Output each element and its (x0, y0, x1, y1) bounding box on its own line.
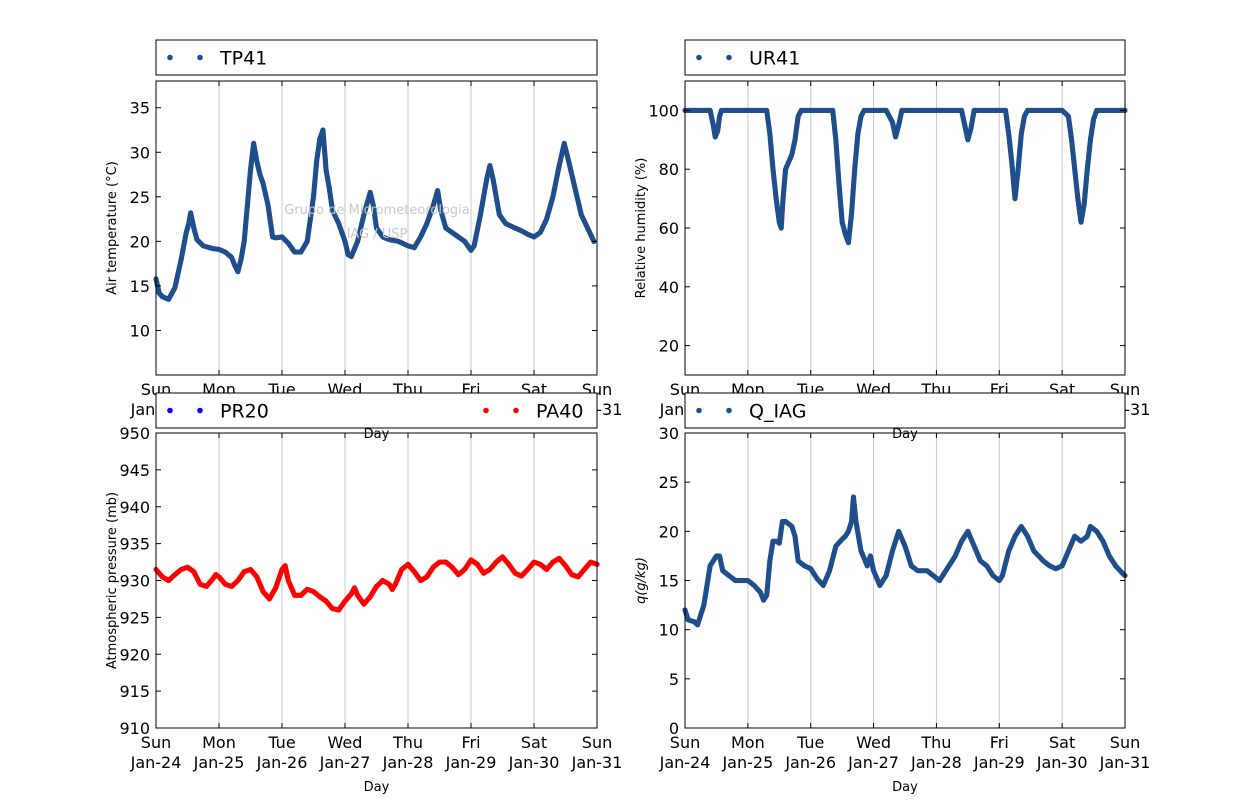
x-tick-label-date: Jan-27 (319, 753, 371, 772)
x-tick-label-day: Sun (1110, 733, 1140, 752)
y-tick-label: 60 (659, 219, 679, 238)
y-tick-label: 25 (659, 473, 679, 492)
x-tick-label-date: Jan-25 (721, 753, 773, 772)
x-tick-label-day: Tue (796, 733, 824, 752)
y-tick-label: 30 (130, 143, 150, 162)
x-tick-label-date: Jan-29 (445, 753, 497, 772)
y-tick-label: 10 (130, 321, 150, 340)
legend-marker (696, 407, 702, 414)
x-tick-label-day: Sun (141, 733, 171, 752)
x-tick-label-day: Sun (582, 733, 612, 752)
panel-specific-humidity: 051015202530SunJan-24MonJan-25TueJan-26W… (634, 392, 1151, 795)
legend-marker (483, 407, 489, 414)
x-tick-label-date: Jan-31 (571, 753, 623, 772)
y-tick-label: 30 (659, 424, 679, 443)
x-tick-label-day: Thu (392, 733, 423, 752)
legend-marker (197, 407, 203, 414)
legend-marker (726, 54, 732, 61)
legend-box (684, 392, 1126, 429)
legend-label: PA40 (536, 401, 583, 423)
x-tick-label-day: Wed (328, 733, 363, 752)
legend-marker (167, 54, 173, 61)
y-tick-label: 40 (659, 278, 679, 297)
panel-atmospheric-pressure: 910915920925930935940945950SunJan-24MonJ… (105, 392, 623, 795)
x-tick-label-date: Jan-27 (847, 753, 899, 772)
y-tick-label: 950 (119, 424, 150, 443)
x-tick-label-date: Jan-28 (910, 753, 962, 772)
legend-label: TP41 (219, 48, 267, 70)
legend-marker (726, 407, 732, 414)
x-tick-label-date: Jan-26 (256, 753, 308, 772)
legend-marker (197, 54, 203, 61)
y-tick-label: 910 (119, 719, 150, 738)
y-tick-label: 930 (119, 572, 150, 591)
legend-label: PR20 (220, 401, 269, 423)
legend-box (155, 39, 598, 76)
x-tick-label-date: Jan-28 (382, 753, 434, 772)
x-axis-label: Day (892, 780, 918, 795)
x-axis-label: Day (892, 427, 918, 442)
x-tick-label-date: Jan-30 (508, 753, 560, 772)
y-tick-label: 20 (130, 232, 150, 251)
axes-frame (684, 80, 1126, 376)
x-tick-label-date: Jan-29 (973, 753, 1025, 772)
y-tick-label: 20 (659, 337, 679, 356)
y-axis-label: Air temperature (°C) (105, 161, 120, 295)
y-axis-label: q(g/kg) (634, 557, 649, 604)
x-tick-label-date: Jan-30 (1036, 753, 1088, 772)
legend-marker (167, 407, 173, 414)
x-tick-label-day: Mon (731, 733, 765, 752)
axes-frame (155, 80, 598, 376)
x-axis-label: Day (364, 780, 390, 795)
y-tick-label: 100 (648, 101, 679, 120)
y-tick-label: 945 (119, 461, 150, 480)
watermark-line1: Grupo de Micrometeorologia (284, 203, 470, 218)
x-tick-label-date: Jan-26 (784, 753, 836, 772)
y-axis-label: Relative humidity (%) (634, 158, 649, 299)
x-tick-label-date: Jan-24 (659, 753, 711, 772)
x-tick-label-date: Jan-24 (130, 753, 182, 772)
y-tick-label: 20 (659, 522, 679, 541)
y-tick-label: 10 (659, 621, 679, 640)
y-tick-label: 940 (119, 498, 150, 517)
y-tick-label: 15 (130, 277, 150, 296)
x-tick-label-day: Sat (1049, 733, 1075, 752)
x-tick-label-day: Fri (461, 733, 480, 752)
legend-marker (696, 54, 702, 61)
watermark-line2: IAG / USP (347, 227, 408, 242)
y-tick-label: 80 (659, 160, 679, 179)
x-tick-label-day: Fri (990, 733, 1009, 752)
y-tick-label: 5 (669, 670, 679, 689)
legend-marker (513, 407, 519, 414)
y-tick-label: 935 (119, 535, 150, 554)
y-tick-label: 25 (130, 188, 150, 207)
x-tick-label-day: Sat (521, 733, 547, 752)
legend-box (684, 39, 1126, 76)
y-tick-label: 35 (130, 99, 150, 118)
legend-label: UR41 (749, 48, 800, 70)
panel-relative-humidity: 20406080100SunJan-24MonJan-25TueJan-26We… (634, 39, 1150, 442)
x-tick-label-day: Sun (670, 733, 700, 752)
x-tick-label-date: Jan-31 (1099, 753, 1151, 772)
x-tick-label-day: Mon (202, 733, 236, 752)
legend-label: Q_IAG (749, 401, 806, 423)
x-tick-label-day: Thu (920, 733, 951, 752)
x-tick-label-day: Wed (856, 733, 891, 752)
y-tick-label: 15 (659, 572, 679, 591)
legend-box (155, 392, 598, 429)
y-tick-label: 925 (119, 608, 150, 627)
x-tick-label-day: Tue (267, 733, 295, 752)
y-tick-label: 0 (669, 719, 679, 738)
x-axis-label: Day (364, 427, 390, 442)
y-axis-label: Atmospheric pressure (mb) (105, 492, 120, 669)
x-tick-label-date: Jan-25 (193, 753, 245, 772)
y-tick-label: 920 (119, 645, 150, 664)
y-tick-label: 915 (119, 682, 150, 701)
